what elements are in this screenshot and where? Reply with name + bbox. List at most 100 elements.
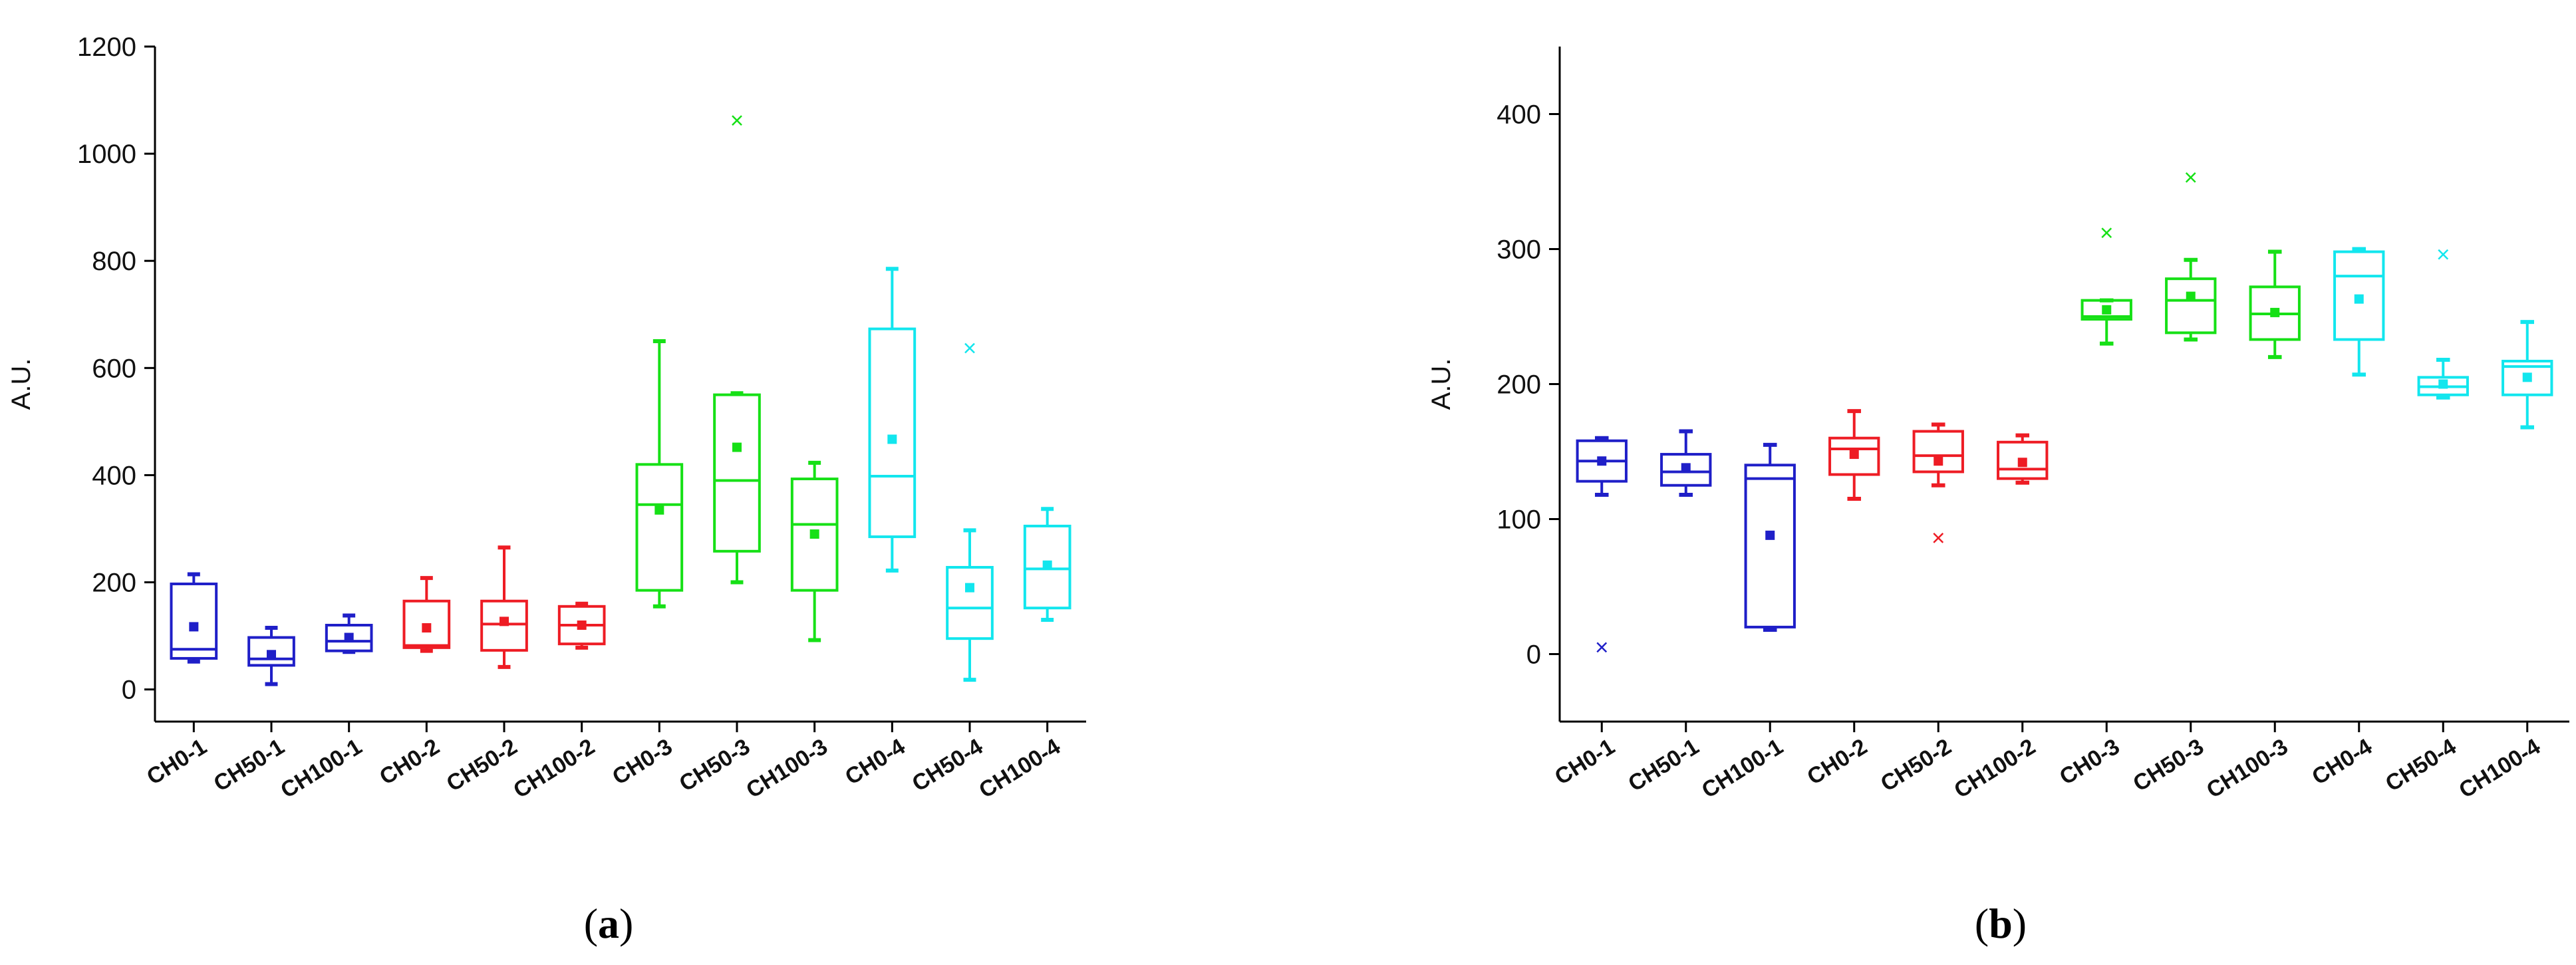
x-category-label: CH100-4 — [2454, 734, 2545, 803]
mean-marker — [887, 434, 897, 444]
iqr-box — [2080, 299, 2132, 321]
y-tick-label: 1200 — [77, 33, 136, 62]
mean-marker — [422, 623, 432, 633]
x-category-label: CH100-1 — [276, 734, 366, 803]
mean-marker — [654, 505, 664, 515]
iqr-box — [635, 463, 684, 592]
iqr-box — [946, 566, 994, 640]
y-tick-label: 200 — [1497, 370, 1541, 400]
y-tick-label: 600 — [92, 354, 136, 383]
x-category-label: CH50-4 — [2381, 734, 2461, 797]
x-category-label: CH100-3 — [742, 734, 832, 803]
mean-marker — [2186, 291, 2196, 301]
y-tick-label: 400 — [92, 461, 136, 490]
mean-marker — [2017, 458, 2027, 468]
iqr-box — [247, 636, 295, 667]
mean-marker — [1681, 463, 1691, 473]
box-ch50-4 — [946, 343, 994, 682]
box-ch100-1 — [325, 613, 373, 654]
iqr-box — [1660, 453, 1712, 487]
iqr-box — [325, 624, 373, 652]
outlier-marker — [1933, 533, 1944, 543]
iqr-box — [1744, 464, 1796, 628]
panel-label: (b) — [1975, 900, 2027, 947]
x-category-label: CH100-3 — [2202, 734, 2293, 803]
x-category-label: CH0-2 — [375, 734, 444, 790]
x-category-label: CH0-2 — [1803, 734, 1872, 790]
x-category-label: CH50-1 — [1624, 734, 1703, 797]
box-ch50-4 — [2417, 249, 2469, 400]
mean-marker — [1597, 456, 1607, 466]
y-axis-title: A.U. — [1427, 358, 1456, 410]
iqr-box — [480, 599, 528, 652]
box-ch100-2 — [557, 601, 606, 650]
box-ch50-1 — [247, 626, 295, 686]
outlier-marker — [2101, 227, 2112, 239]
iqr-box — [790, 478, 839, 592]
x-category-label: CH50-1 — [210, 734, 289, 797]
box-ch50-3 — [2165, 172, 2217, 342]
box-ch100-1 — [1744, 442, 1796, 632]
mean-marker — [965, 583, 974, 593]
box-ch50-2 — [1912, 422, 1964, 543]
y-tick-label: 800 — [92, 247, 136, 276]
outlier-marker — [1596, 642, 1608, 653]
x-category-label: CH50-3 — [2128, 734, 2208, 797]
iqr-box — [1912, 430, 1964, 474]
box-ch50-3 — [713, 115, 761, 585]
x-category-label: CH100-1 — [1697, 734, 1788, 803]
box-ch0-3 — [2080, 227, 2132, 346]
iqr-box — [1997, 440, 2049, 480]
mean-marker — [577, 620, 587, 630]
x-category-label: CH50-2 — [442, 734, 522, 797]
x-category-label: CH0-1 — [142, 734, 211, 790]
box-ch0-2 — [1828, 409, 1880, 501]
box-ch100-3 — [790, 460, 839, 642]
y-tick-label: 100 — [1497, 505, 1541, 535]
iqr-box — [2502, 359, 2553, 396]
chart-panel-a: 020040060080010001200A.U.CH0-1CH50-1CH10… — [7, 33, 1086, 947]
box-ch0-2 — [402, 576, 451, 653]
box-ch100-2 — [1997, 433, 2049, 485]
y-tick-label: 0 — [122, 676, 136, 705]
iqr-box — [713, 393, 761, 553]
x-category-label: CH50-3 — [675, 734, 755, 797]
box-ch0-3 — [635, 339, 684, 609]
x-category-label: CH50-2 — [1876, 734, 1956, 797]
mean-marker — [1042, 560, 1052, 570]
y-tick-label: 400 — [1497, 100, 1541, 130]
box-ch0-4 — [868, 267, 917, 573]
iqr-box — [1828, 436, 1880, 476]
panel-label: (a) — [584, 900, 634, 947]
iqr-box — [402, 599, 451, 649]
box-ch50-2 — [480, 545, 528, 669]
iqr-box — [170, 582, 218, 660]
mean-marker — [2438, 379, 2448, 389]
mean-marker — [500, 617, 509, 626]
box-ch100-4 — [1023, 507, 1072, 622]
outlier-marker — [732, 115, 742, 126]
mean-marker — [2522, 372, 2532, 382]
y-axis-title: A.U. — [7, 358, 36, 410]
mean-marker — [2270, 307, 2280, 317]
mean-marker — [2102, 305, 2112, 315]
mean-marker — [1933, 456, 1943, 466]
x-category-label: CH100-4 — [974, 734, 1065, 803]
x-category-label: CH0-3 — [608, 734, 676, 790]
box-ch0-4 — [2333, 247, 2385, 377]
outlier-marker — [2185, 172, 2196, 183]
mean-marker — [732, 442, 742, 452]
iqr-box — [1023, 524, 1072, 610]
iqr-box — [868, 327, 917, 539]
box-ch50-1 — [1660, 429, 1712, 497]
outlier-marker — [964, 343, 975, 354]
box-ch100-3 — [2249, 249, 2301, 359]
x-category-label: CH100-2 — [509, 734, 599, 803]
mean-marker — [809, 529, 819, 539]
y-tick-label: 1000 — [77, 140, 136, 169]
y-tick-label: 200 — [92, 569, 136, 598]
x-category-label: CH0-4 — [2308, 734, 2377, 790]
box-ch100-4 — [2502, 320, 2553, 430]
